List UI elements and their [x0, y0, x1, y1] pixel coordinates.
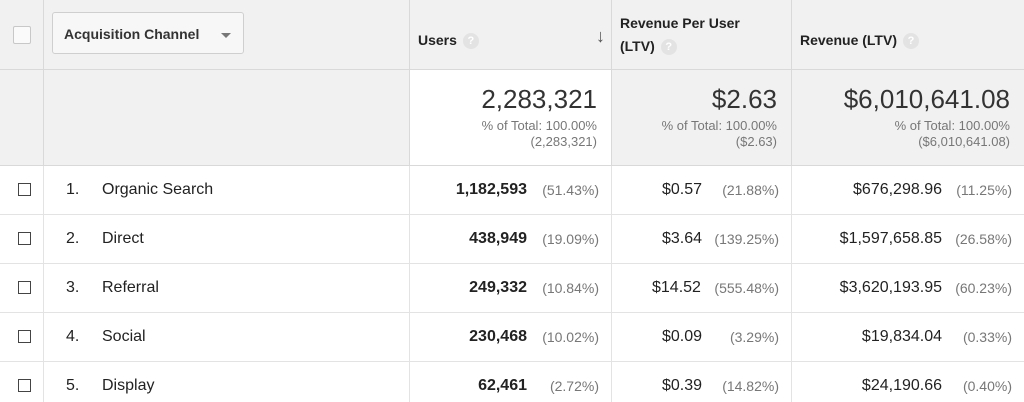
row-number: 3. — [66, 279, 80, 296]
rpu-column-label-ltv: (LTV) — [620, 38, 655, 54]
total-users-pct: % of Total: 100.00% — [481, 118, 597, 133]
users-pct: (19.09%) — [542, 231, 599, 247]
total-users-abs: (2,283,321) — [530, 134, 598, 149]
revenue-pct: (11.25%) — [956, 182, 1012, 198]
row-number: 4. — [66, 328, 80, 345]
total-rpu-value: $2.63 — [711, 84, 777, 114]
totals-label-cell — [44, 70, 410, 166]
dimension-label: Acquisition Channel — [64, 26, 200, 42]
channel-name[interactable]: Direct — [102, 230, 144, 247]
help-icon[interactable]: ? — [902, 33, 919, 50]
users-pct: (10.84%) — [542, 280, 599, 296]
row-number: 2. — [66, 230, 80, 247]
revenue-value: $19,834.04 — [861, 328, 942, 345]
header-revenue-cell[interactable]: Revenue (LTV)? — [792, 0, 1024, 70]
table-row[interactable]: 4. Social 230,468 (10.02%) $0.09 (3.29%)… — [0, 313, 1024, 362]
total-revenue-abs: ($6,010,641.08) — [918, 134, 1010, 149]
revenue-value: $676,298.96 — [853, 181, 942, 198]
total-revenue-value: $6,010,641.08 — [843, 84, 1010, 114]
header-rpu-cell[interactable]: Revenue Per User (LTV)? — [612, 0, 792, 70]
revenue-pct: (26.58%) — [955, 231, 1012, 247]
revenue-value: $24,190.66 — [861, 377, 942, 394]
revenue-pct: (0.40%) — [962, 378, 1012, 394]
totals-revenue-cell: $6,010,641.08 % of Total: 100.00% ($6,01… — [792, 70, 1024, 166]
header-channel-cell: Acquisition Channel — [44, 0, 410, 70]
help-icon[interactable]: ? — [462, 33, 479, 50]
channel-name[interactable]: Display — [102, 377, 155, 394]
totals-users-cell: 2,283,321 % of Total: 100.00% (2,283,321… — [410, 70, 612, 166]
rpu-pct: (14.82%) — [722, 378, 779, 394]
total-rpu-pct: % of Total: 100.00% — [661, 118, 777, 133]
users-pct: (2.72%) — [549, 378, 599, 394]
users-value: 438,949 — [469, 230, 527, 247]
row-checkbox[interactable] — [18, 183, 31, 196]
rpu-pct: (139.25%) — [714, 231, 779, 247]
table-row[interactable]: 5. Display 62,461 (2.72%) $0.39 (14.82%)… — [0, 362, 1024, 402]
rpu-value: $3.64 — [662, 230, 703, 247]
row-number: 5. — [66, 377, 80, 394]
row-number: 1. — [66, 181, 80, 198]
revenue-value: $1,597,658.85 — [839, 230, 942, 247]
row-checkbox[interactable] — [18, 330, 31, 343]
channel-name[interactable]: Organic Search — [102, 181, 214, 198]
users-column-label: Users — [418, 32, 457, 48]
header-select-cell — [0, 0, 44, 70]
table-row[interactable]: 3. Referral 249,332 (10.84%) $14.52 (555… — [0, 264, 1024, 313]
revenue-pct: (0.33%) — [962, 329, 1012, 345]
table-row[interactable]: 1. Organic Search 1,182,593 (51.43%) $0.… — [0, 166, 1024, 215]
users-pct: (51.43%) — [542, 182, 599, 198]
total-rpu-abs: ($2.63) — [735, 134, 777, 149]
rpu-column-label: Revenue Per User — [620, 15, 740, 31]
rpu-pct: (555.48%) — [714, 280, 779, 296]
row-checkbox[interactable] — [18, 232, 31, 245]
revenue-pct: (60.23%) — [955, 280, 1012, 296]
total-revenue-pct: % of Total: 100.00% — [894, 118, 1010, 133]
row-checkbox[interactable] — [18, 379, 31, 392]
total-users-value: 2,283,321 — [481, 84, 597, 114]
rpu-value: $0.09 — [662, 328, 703, 345]
totals-select-cell — [0, 70, 44, 166]
users-value: 1,182,593 — [455, 181, 527, 198]
rpu-pct: (21.88%) — [722, 182, 779, 198]
help-icon[interactable]: ? — [660, 39, 677, 56]
rpu-value: $14.52 — [652, 279, 701, 296]
select-all-checkbox[interactable] — [13, 26, 31, 44]
dimension-dropdown[interactable]: Acquisition Channel — [52, 12, 244, 54]
users-value: 249,332 — [469, 279, 527, 296]
users-value: 230,468 — [469, 328, 527, 345]
revenue-column-label: Revenue (LTV) — [800, 32, 897, 48]
row-checkbox[interactable] — [18, 281, 31, 294]
channel-name[interactable]: Referral — [102, 279, 159, 296]
revenue-value: $3,620,193.95 — [839, 279, 942, 296]
sort-descending-icon[interactable]: ↓ — [596, 26, 605, 46]
users-value: 62,461 — [478, 377, 527, 394]
table-row[interactable]: 2. Direct 438,949 (19.09%) $3.64 (139.25… — [0, 215, 1024, 264]
totals-rpu-cell: $2.63 % of Total: 100.00% ($2.63) — [612, 70, 792, 166]
users-pct: (10.02%) — [542, 329, 599, 345]
chevron-down-icon — [221, 33, 231, 38]
channel-name[interactable]: Social — [102, 328, 146, 345]
rpu-value: $0.57 — [662, 181, 703, 198]
header-users-cell[interactable]: Users? ↓ — [410, 0, 612, 70]
rpu-value: $0.39 — [662, 377, 703, 394]
rpu-pct: (3.29%) — [729, 329, 779, 345]
